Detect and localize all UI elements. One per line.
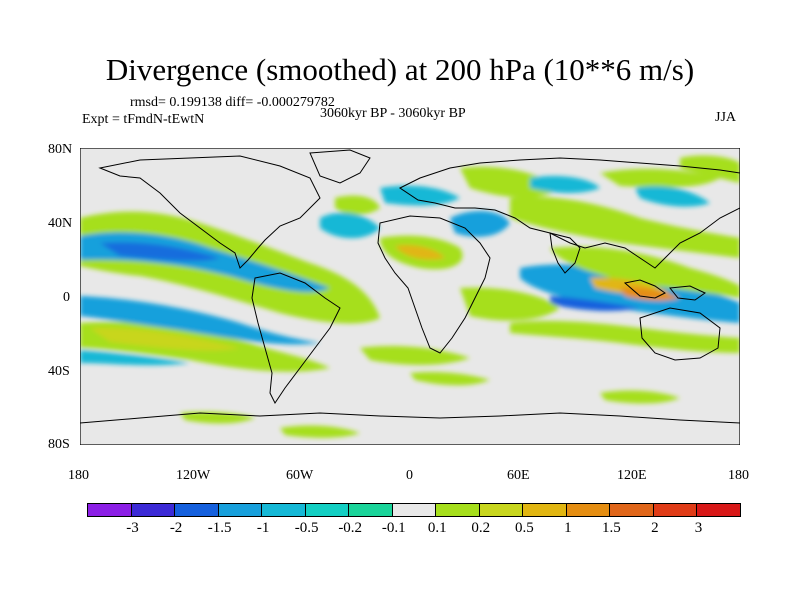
colorbar-label: 0.1 [427,520,447,536]
colorbar-label: 1.5 [602,520,621,536]
colorbar-swatch [696,503,741,517]
colorbar-label: 2 [651,520,659,536]
colorbar-label: -0.1 [381,520,406,536]
lon-tick-120e: 120E [617,468,647,483]
lon-tick-120w: 120W [176,468,211,483]
period-label: 3060kyr BP - 3060kyr BP [320,106,466,121]
colorbar-label: -0.5 [294,520,319,536]
colorbar-swatch [87,503,132,517]
lon-tick-0: 0 [406,468,413,483]
map-svg [80,148,740,445]
colorbar-label: 3 [694,520,703,536]
colorbar-swatch [174,503,219,517]
lon-tick-60e: 60E [507,468,530,483]
experiment-label: Expt = tFmdN-tEwtN [82,112,205,127]
colorbar-label: -1.5 [207,520,232,536]
colorbar-swatch [652,503,698,517]
rmsd-diff-stats: rmsd= 0.199138 diff= -0.000279782 [130,95,335,110]
colorbar-swatch [522,503,567,517]
colorbar-swatch [609,503,654,517]
lon-tick-180w: 180 [68,468,89,483]
colorbar-swatch [304,503,350,517]
lat-tick-80s: 80S [48,437,70,452]
divergence-field [80,155,740,438]
season-label: JJA [715,110,737,125]
colorbar-swatch [130,503,176,517]
colorbar-swatch [261,503,306,517]
lon-tick-180e: 180 [728,468,749,483]
colorbar-label: 1 [564,520,572,536]
colorbar [87,503,741,517]
coastlines [80,149,740,424]
lat-tick-40s: 40S [48,364,70,379]
colorbar-label: -1 [256,520,270,536]
colorbar-label: -0.2 [338,520,363,536]
colorbar-swatch [391,503,437,517]
divergence-map [80,148,740,445]
colorbar-swatch [478,503,524,517]
colorbar-label: -3 [126,520,139,536]
colorbar-label: -2 [169,520,183,536]
colorbar-swatch [435,503,480,517]
plot-title: Divergence (smoothed) at 200 hPa (10**6 … [105,52,695,87]
lat-tick-40n: 40N [48,216,73,231]
colorbar-label: 0.5 [514,520,534,536]
colorbar-swatch [217,503,263,517]
colorbar-label: 0.2 [471,520,491,536]
colorbar-swatch [348,503,393,517]
colorbar-swatch [565,503,611,517]
lat-tick-0: 0 [63,290,70,305]
lat-tick-80n: 80N [48,142,73,157]
lon-tick-60w: 60W [286,468,314,483]
